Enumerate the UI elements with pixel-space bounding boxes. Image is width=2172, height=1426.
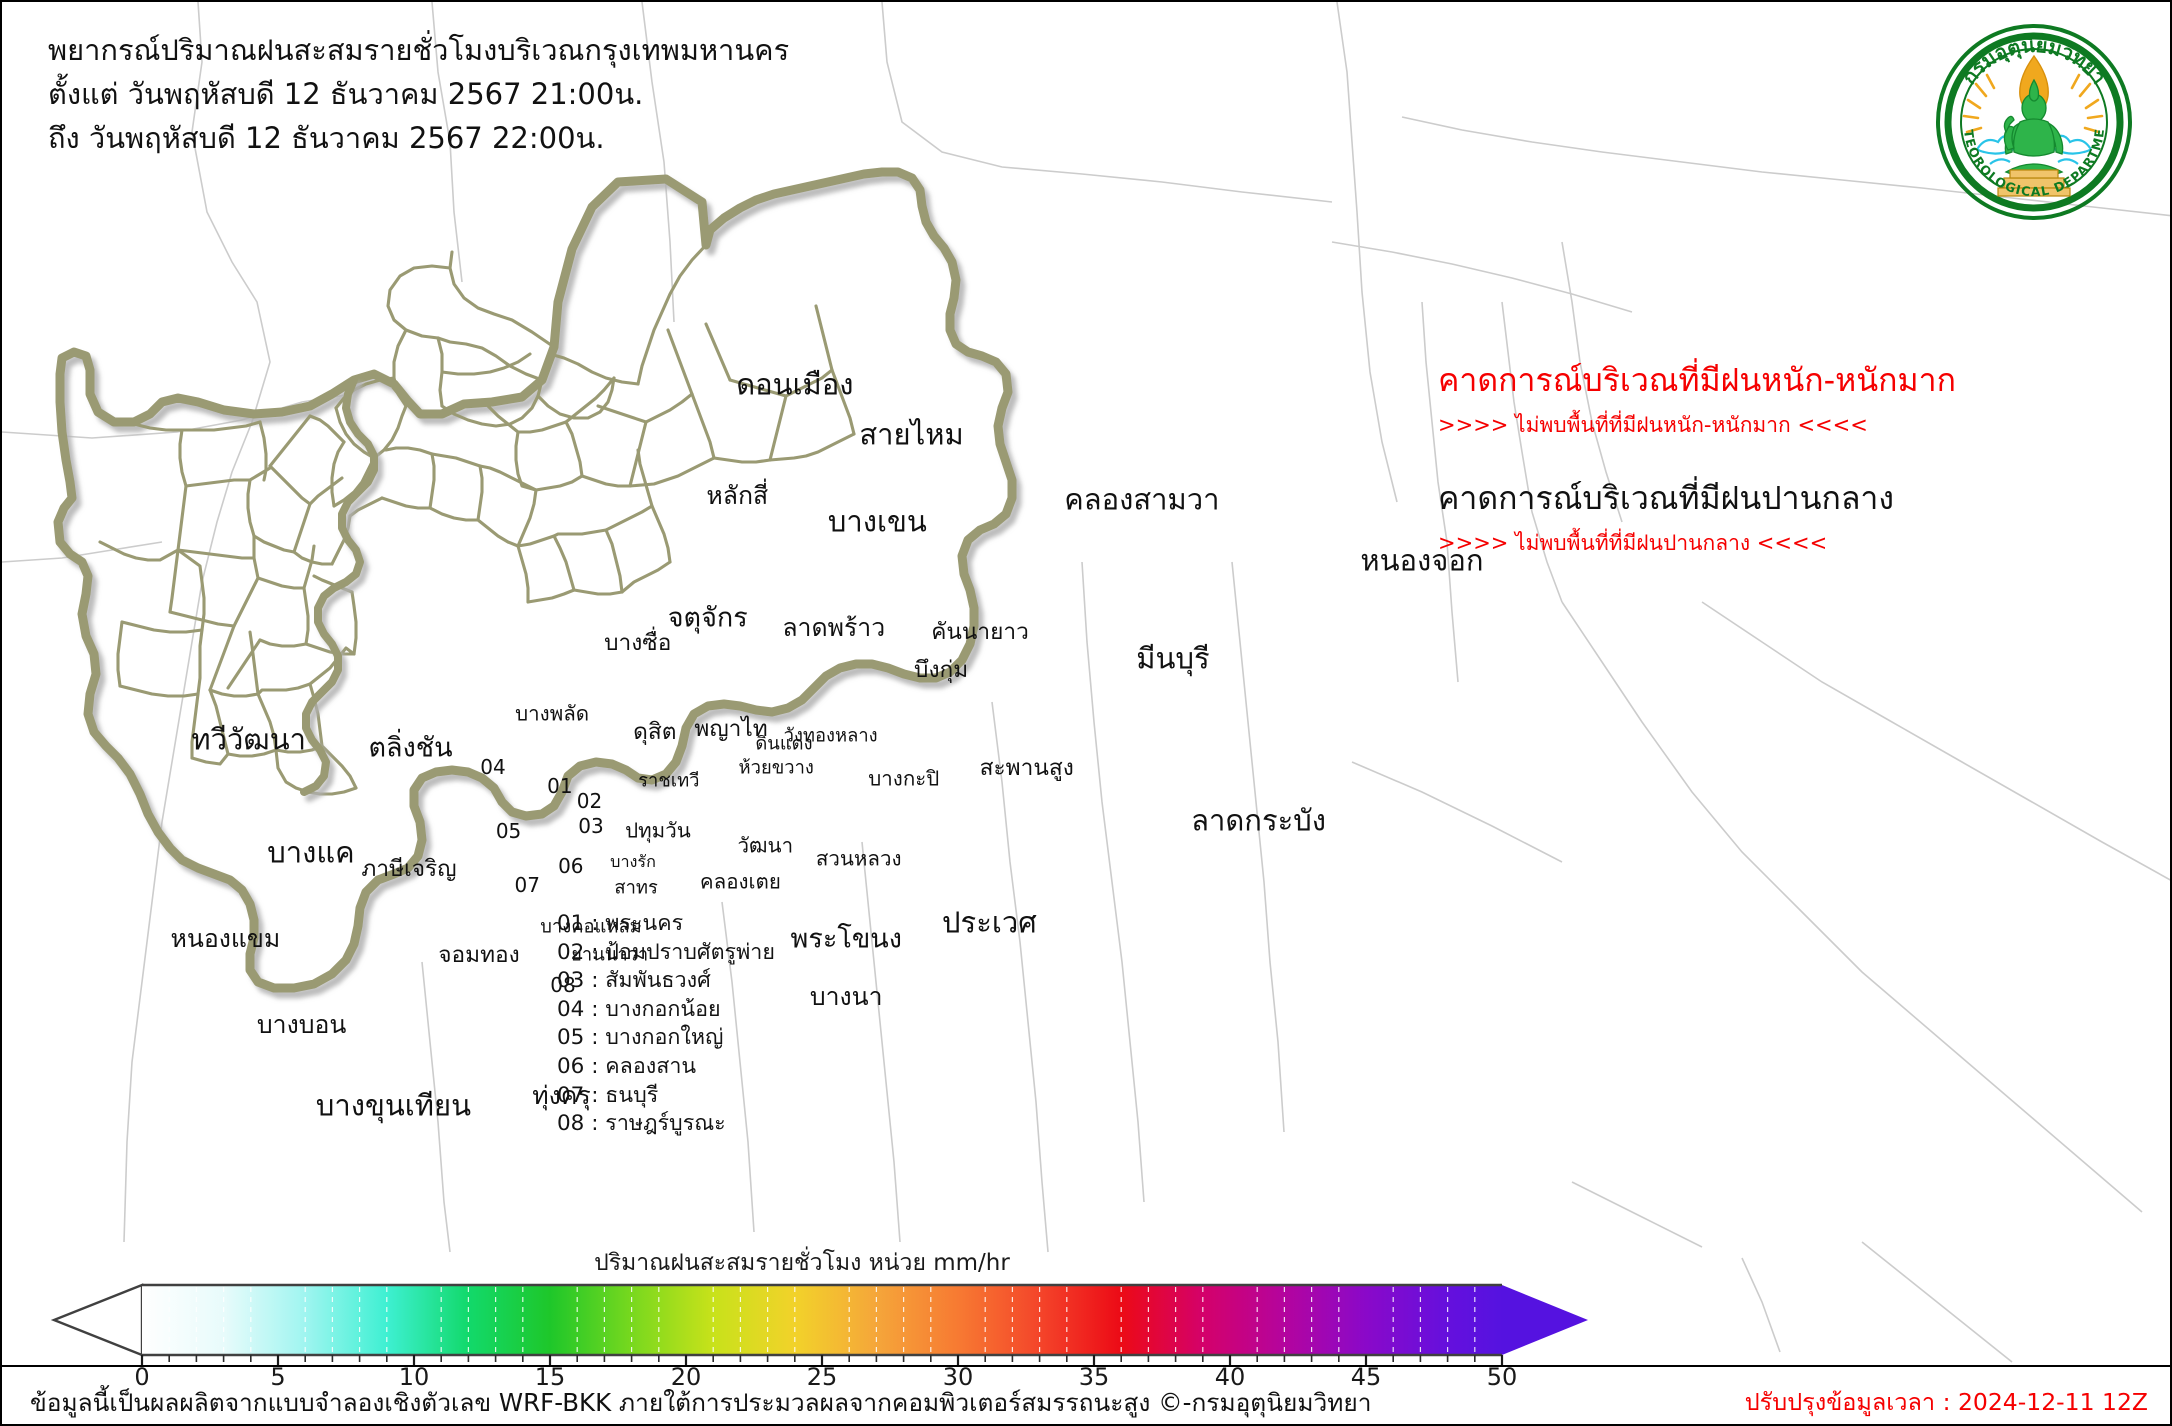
colorbar-tick-label: 30: [942, 1363, 974, 1391]
district-label: จตุจักร: [667, 602, 748, 634]
code-legend-row: 01 : พระนคร: [557, 911, 684, 936]
district-label: บางแค: [267, 835, 355, 870]
district-label: บางเขน: [827, 504, 927, 539]
district-label: หนองจอก: [1360, 543, 1484, 578]
tmd-seal-logo: กรมอุตุนิยมวิทยา METEOROLOGICAL DEPARTME…: [1934, 22, 2132, 220]
district-label: หลักสี่: [706, 480, 769, 510]
colorbar-tick-label: 15: [534, 1363, 566, 1391]
colorbar-svg: [50, 1283, 1588, 1365]
colorbar-tick-label: 20: [670, 1363, 702, 1391]
footer-credit-text: ข้อมูลนี้เป็นผลผลิตจากแบบจำลองเชิงตัวเลข…: [30, 1388, 1372, 1417]
colorbar-tick-label: 25: [806, 1363, 838, 1391]
colorbar-tick-label: 50: [1486, 1363, 1518, 1391]
district-label: พญาไท: [694, 715, 768, 742]
code-legend-row: 08 : ราษฎร์บูรณะ: [557, 1111, 726, 1137]
district-code-on-map: 07: [514, 873, 540, 898]
colorbar-title: ปริมาณฝนสะสมรายชั่วโมง หน่วย mm/hr: [594, 1250, 1010, 1276]
district-label: จอมทอง: [438, 941, 520, 968]
title-line-2: ตั้งแต่ วันพฤหัสบดี 12 ธันวาคม 2567 21:0…: [48, 77, 644, 112]
district-label: ประเวศ: [942, 905, 1037, 940]
district-label: ทวีวัฒนา: [191, 722, 307, 757]
heavy-rain-notice: คาดการณ์บริเวณที่มีฝนหนัก-หนักมาก >>>> ไ…: [1438, 360, 2078, 442]
district-label: คลองเตย: [699, 869, 781, 894]
colorbar-tick-label: 40: [1214, 1363, 1246, 1391]
district-label: หนองแขม: [170, 924, 281, 954]
colorbar-tick-label-row: 0 5 10 15 20 25 30 35 40 45 50: [2, 1363, 1602, 1397]
district-label: บางขุนเทียน: [315, 1088, 472, 1123]
district-label: ราชเทวี: [638, 770, 700, 792]
district-label: สายไหม: [859, 417, 964, 452]
district-label: ตลิ่งชัน: [368, 732, 453, 764]
colorbar-minor-ticks: [168, 1287, 1476, 1362]
district-label: ยานนาวา: [571, 944, 649, 966]
colorbar-gradient: [50, 1283, 1588, 1357]
district-label: บางคอแหลม: [540, 916, 642, 938]
heavy-rain-heading: คาดการณ์บริเวณที่มีฝนหนัก-หนักมาก: [1438, 361, 1956, 399]
district-label: ห้วยขวาง: [738, 757, 814, 779]
district-label: วังทองหลาง: [783, 725, 878, 747]
district-label: ภาษีเจริญ: [361, 856, 457, 882]
code-legend-row: 04 : บางกอกน้อย: [557, 996, 721, 1022]
district-label: สาทร: [614, 877, 658, 899]
district-label: บางพลัด: [515, 701, 590, 726]
district-label: ลาดพร้าว: [782, 612, 886, 642]
district-label: มีนบุรี: [1136, 641, 1210, 676]
chao-phraya-river: [300, 376, 378, 796]
district-code-on-map: 05: [495, 818, 522, 843]
surrounding-province-outlines: [2, 2, 2170, 1363]
district-label: บึงกุ่ม: [914, 656, 969, 683]
district-code-on-map: 04: [480, 754, 506, 779]
code-legend-row: 02 : ป้อมปราบศัตรูพ่าย: [557, 939, 775, 965]
moderate-rain-result: >>>> ไม่พบพื้นที่ที่มีฝนปานกลาง <<<<: [1438, 531, 1828, 555]
district-code-legend: 01 : พระนคร 02 : ป้อมปราบศัตรูพ่าย 03 : สั…: [557, 910, 775, 1139]
code-legend-row: 07 : ธนบุรี: [557, 1082, 659, 1108]
colorbar-tick-label: 45: [1350, 1363, 1382, 1391]
code-legend-row: 06 : คลองสาน: [557, 1053, 697, 1079]
district-label: ทุ่งครุ: [532, 1081, 591, 1111]
district-label: ดินแดง: [755, 733, 813, 755]
moderate-rain-notice: คาดการณ์บริเวณที่มีฝนปานกลาง >>>> ไม่พบพ…: [1438, 478, 2078, 560]
colorbar-tick-label: 10: [398, 1363, 430, 1391]
district-code-on-map: 06: [558, 854, 584, 879]
district-code-on-map: 08: [550, 972, 576, 997]
district-label: วัฒนา: [737, 833, 794, 858]
code-legend-row: 03 : สัมพันธวงศ์: [557, 968, 711, 994]
bangkok-province-boundary: [53, 167, 1017, 993]
district-label: บางนา: [809, 981, 883, 1011]
district-label: สวนหลวง: [815, 846, 902, 871]
district-code-on-map: 02: [576, 789, 603, 814]
district-label: บางบอน: [256, 1009, 347, 1039]
district-label: ลาดกระบัง: [1191, 803, 1327, 838]
colorbar-major-ticks: [140, 1355, 1504, 1365]
colorbar-tick-label: 0: [134, 1363, 150, 1391]
district-label: ปทุมวัน: [625, 818, 691, 843]
district-label: คันนายาว: [931, 619, 1029, 646]
district-label: สะพานสูง: [979, 754, 1074, 781]
title-line-1: พยากรณ์ปริมาณฝนสะสมรายชั่วโมงบริเวณกรุงเ…: [48, 33, 790, 67]
forecast-notices: คาดการณ์บริเวณที่มีฝนหนัก-หนักมาก >>>> ไ…: [1438, 360, 2078, 596]
colorbar-tick-label: 5: [270, 1363, 286, 1391]
moderate-rain-heading: คาดการณ์บริเวณที่มีฝนปานกลาง: [1438, 479, 1895, 517]
district-label: บางซื่อ: [604, 630, 672, 657]
colorbar-tick-label: 35: [1078, 1363, 1110, 1391]
district-label: บางกะปิ: [868, 766, 940, 791]
district-label: ดุสิต: [633, 719, 677, 746]
forecast-title-block: พยากรณ์ปริมาณฝนสะสมรายชั่วโมงบริเวณกรุงเ…: [48, 28, 789, 160]
code-legend-row: 05 : บางกอกใหญ่: [557, 1025, 724, 1051]
district-label: บางรัก: [610, 851, 656, 871]
heavy-rain-result: >>>> ไม่พบพื้นที่ที่มีฝนหนัก-หนักมาก <<<…: [1438, 413, 1868, 437]
footer-bar: ข้อมูลนี้เป็นผลผลิตจากแบบจำลองเชิงตัวเลข…: [2, 1365, 2170, 1424]
district-code-on-map: 01: [547, 773, 573, 798]
district-label: พระโขนง: [790, 923, 902, 955]
district-label: คลองสามวา: [1064, 482, 1220, 517]
district-label: ดอนเมือง: [736, 367, 854, 402]
footer-update-time: ปรับปรุงข้อมูลเวลา : 2024-12-11 12Z: [1744, 1388, 2148, 1416]
title-line-3: ถึง วันพฤหัสบดี 12 ธันวาคม 2567 22:00น.: [48, 121, 605, 156]
district-boundaries: [98, 243, 856, 796]
district-code-on-map: 03: [578, 813, 604, 838]
rainfall-colorbar: ปริมาณฝนสะสมรายชั่วโมง หน่วย mm/hr 0 5 10 1…: [2, 1245, 2170, 1391]
